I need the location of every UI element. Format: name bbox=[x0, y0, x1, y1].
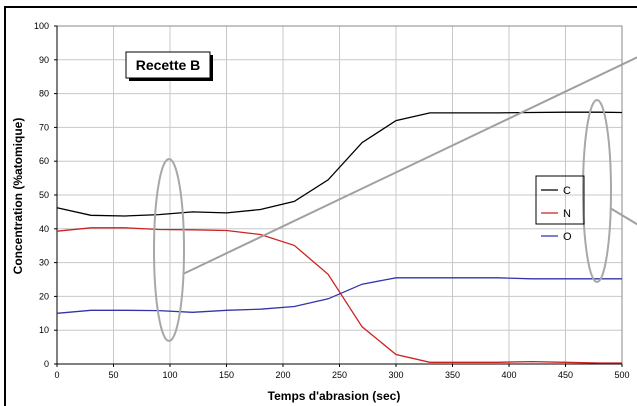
y-tick-label: 30 bbox=[39, 258, 49, 268]
series-line-o bbox=[56, 277, 622, 314]
y-tick-label: 90 bbox=[39, 55, 49, 65]
x-tick-label: 100 bbox=[162, 370, 177, 380]
legend-label-o: O bbox=[563, 231, 572, 243]
x-tick-label: 300 bbox=[388, 370, 403, 380]
chart-frame bbox=[4, 6, 637, 406]
x-tick-label: 150 bbox=[219, 370, 234, 380]
recipe-label-text: Recette B bbox=[136, 57, 201, 73]
y-tick-label: 50 bbox=[39, 190, 49, 200]
y-tick-label: 100 bbox=[34, 21, 49, 31]
x-tick-label: 50 bbox=[108, 370, 118, 380]
x-tick-label: 0 bbox=[54, 370, 59, 380]
recipe-label: Recette B bbox=[125, 51, 213, 81]
callout-line-right bbox=[609, 207, 637, 226]
legend-label-n: N bbox=[563, 208, 571, 220]
legend: CNO bbox=[535, 175, 585, 243]
y-tick-label: 60 bbox=[39, 156, 49, 166]
callout-line-left bbox=[182, 56, 637, 275]
y-tick-label: 10 bbox=[39, 325, 49, 335]
x-tick-label: 450 bbox=[558, 370, 573, 380]
x-tick-label: 400 bbox=[501, 370, 516, 380]
legend-label-c: C bbox=[563, 185, 571, 197]
legend-box bbox=[535, 175, 585, 225]
y-tick-label: 80 bbox=[39, 89, 49, 99]
series-line-n bbox=[56, 227, 622, 364]
x-tick-label: 500 bbox=[614, 370, 629, 380]
series-layer bbox=[56, 111, 623, 364]
axes: 0 10 20 30 40 50 60 70 80 90 100 0 50 100 150 200 250 300… bbox=[34, 21, 630, 380]
series-line-c bbox=[56, 111, 623, 217]
x-tick-label: 350 bbox=[445, 370, 460, 380]
highlight-ellipse-right bbox=[582, 99, 612, 283]
x-tick-label: 250 bbox=[332, 370, 347, 380]
y-tick-label: 0 bbox=[44, 359, 49, 369]
x-axis-title: Temps d'abrasion (sec) bbox=[268, 389, 401, 403]
highlight-ellipse-left bbox=[153, 158, 185, 342]
y-axis-title: Concentration (%atomique) bbox=[11, 118, 25, 275]
y-tick-label: 70 bbox=[39, 122, 49, 132]
y-tick-label: 20 bbox=[39, 291, 49, 301]
y-tick-label: 40 bbox=[39, 224, 49, 234]
x-tick-label: 200 bbox=[275, 370, 290, 380]
